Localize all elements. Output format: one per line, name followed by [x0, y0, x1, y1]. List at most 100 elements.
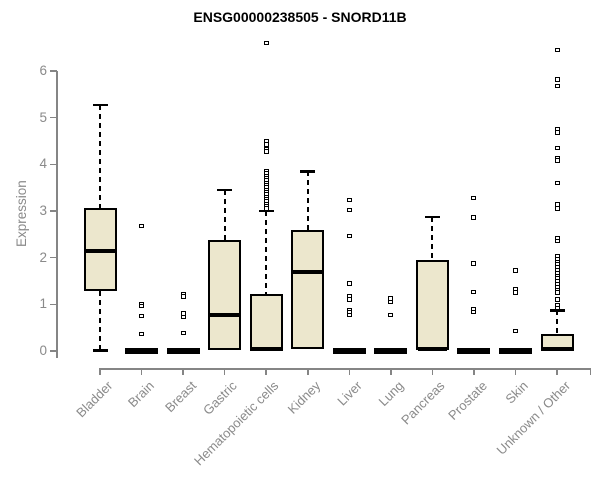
median-unknown-other	[542, 347, 572, 352]
outlier-point	[388, 299, 394, 305]
y-axis-tick	[50, 210, 57, 212]
x-tick-label-skin: Skin	[502, 378, 532, 407]
outlier-point	[554, 297, 560, 302]
x-axis-tick	[307, 368, 309, 375]
box-kidney	[291, 229, 325, 349]
y-axis-tick	[50, 116, 57, 119]
outlier-point	[554, 180, 560, 186]
x-axis-tick	[223, 368, 226, 375]
outlier-point	[554, 47, 560, 53]
x-tick-label-pancreas: Pancreas	[398, 378, 449, 428]
median-gastric	[210, 312, 240, 317]
outlier-point	[471, 195, 477, 201]
outlier-point	[139, 303, 145, 309]
whisker-upper-unknown-other	[556, 310, 559, 334]
outlier-point	[263, 149, 269, 154]
y-tick-label: 0	[39, 343, 47, 358]
flat-box-prostate	[457, 348, 491, 355]
whisker-cap-upper-gastric	[217, 188, 233, 192]
whisker-upper-hematopoietic-cells	[265, 210, 268, 295]
whisker-cap-upper-bladder	[92, 103, 108, 107]
whisker-lower-bladder	[99, 291, 101, 351]
outlier-point	[554, 290, 560, 295]
x-axis-line	[99, 368, 591, 370]
y-tick-label: 6	[39, 62, 47, 78]
flat-box-brain	[125, 348, 159, 355]
x-tick-label-unknown-other: Unknown / Other	[493, 378, 573, 458]
x-axis-tick	[265, 368, 267, 375]
outlier-point	[346, 197, 352, 203]
x-tick-label-kidney: Kidney	[284, 378, 324, 417]
y-axis-tick	[50, 256, 57, 259]
y-tick-label: 3	[39, 202, 47, 218]
x-axis-tick	[556, 368, 558, 375]
outlier-point	[346, 312, 352, 318]
whisker-cap-upper-hematopoietic-cells	[258, 209, 274, 213]
outlier-point	[139, 331, 145, 337]
whisker-cap-upper-pancreas	[424, 215, 440, 219]
x-axis-tick	[514, 368, 517, 375]
outlier-point	[180, 294, 186, 299]
outlier-point	[346, 297, 352, 302]
outlier-point	[554, 77, 560, 82]
outlier-point	[471, 309, 477, 315]
y-tick-label: 1	[39, 296, 47, 312]
y-axis-tick	[50, 163, 57, 166]
whisker-cap-upper-unknown-other	[549, 309, 565, 312]
outlier-point	[471, 215, 477, 220]
x-axis-tick	[99, 368, 101, 375]
whisker-upper-kidney	[306, 171, 309, 230]
chart-title: ENSG00000238505 - SNORD11B	[193, 9, 407, 25]
outlier-point	[554, 130, 560, 135]
whisker-cap-lower-bladder	[92, 349, 108, 352]
y-axis-tick	[50, 350, 57, 352]
y-axis-tick	[50, 70, 57, 72]
outlier-point	[471, 261, 477, 266]
x-axis-tick	[182, 368, 184, 375]
outlier-point	[554, 145, 560, 151]
x-tick-label-gastric: Gastric	[200, 378, 241, 418]
x-tick-label-breast: Breast	[161, 378, 199, 416]
median-bladder	[85, 248, 115, 253]
y-tick-label: 2	[39, 249, 47, 265]
flat-box-lung	[374, 348, 408, 355]
flat-box-breast	[166, 348, 200, 355]
outlier-point	[180, 330, 186, 336]
x-tick-label-prostate: Prostate	[444, 378, 490, 423]
x-axis-tick	[140, 368, 143, 375]
flat-box-liver	[332, 348, 366, 355]
x-axis-tick	[589, 368, 591, 375]
outlier-point	[513, 328, 518, 334]
outlier-point	[513, 290, 518, 295]
outlier-point	[554, 202, 560, 207]
y-axis-tick	[50, 303, 57, 306]
outlier-point	[388, 312, 394, 318]
y-axis-line	[56, 71, 58, 358]
outlier-point	[554, 305, 560, 311]
x-tick-label-brain: Brain	[125, 378, 158, 411]
outlier-point	[554, 238, 560, 244]
median-hematopoietic-cells	[251, 347, 281, 352]
whisker-upper-gastric	[223, 189, 226, 241]
box-hematopoietic-cells	[249, 294, 283, 351]
outlier-point	[554, 83, 560, 89]
flat-box-skin	[499, 348, 532, 355]
x-axis-tick	[348, 368, 351, 375]
outlier-point	[346, 233, 352, 239]
outlier-point	[139, 223, 145, 229]
outlier-point	[180, 314, 186, 320]
outlier-point	[346, 281, 352, 286]
y-tick-label: 5	[39, 109, 47, 125]
outlier-point	[139, 313, 145, 319]
whisker-cap-upper-kidney	[300, 170, 316, 173]
outlier-point	[263, 40, 269, 46]
outlier-point	[513, 268, 518, 273]
outlier-point	[554, 158, 560, 163]
median-pancreas	[417, 346, 447, 351]
outlier-point	[263, 206, 269, 211]
outlier-point	[263, 142, 269, 147]
box-pancreas	[415, 259, 449, 351]
x-axis-tick	[473, 368, 475, 375]
outlier-point	[554, 206, 560, 211]
x-tick-label-lung: Lung	[375, 378, 407, 410]
